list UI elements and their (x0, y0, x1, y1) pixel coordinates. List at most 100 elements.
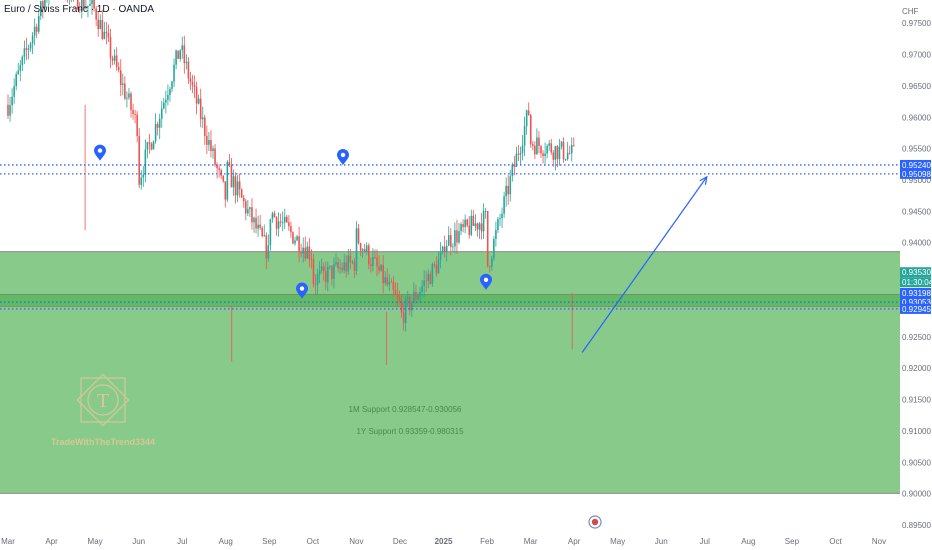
candle-body (99, 20, 102, 29)
candle-body (437, 259, 440, 274)
candle-body (261, 227, 263, 237)
candle-body (288, 222, 290, 227)
candle-body (306, 246, 309, 259)
candle-body (304, 247, 307, 259)
candle-body (234, 176, 237, 196)
candle-body (540, 146, 542, 154)
candle-body (417, 296, 419, 300)
candle-body (181, 45, 184, 51)
candle-body (290, 226, 292, 233)
candle-body (78, 8, 81, 11)
candle-body (124, 83, 126, 99)
x-tick-label: Sep (785, 537, 800, 546)
x-tick-label: Jun (655, 537, 668, 546)
candle-body (472, 215, 475, 227)
candle-body (173, 64, 175, 82)
candle-body (378, 266, 380, 271)
candle-body (511, 164, 514, 177)
candle-body (294, 240, 296, 244)
support-zone-1y[interactable] (0, 294, 900, 307)
candle-body (44, 0, 46, 8)
candle-body (491, 258, 493, 267)
candle-body (42, 1, 44, 8)
candle-body (222, 175, 225, 182)
candle-body (493, 238, 495, 259)
candle-body (331, 265, 333, 279)
candle-body (199, 98, 202, 120)
candle-body (269, 219, 272, 246)
candle-body (450, 235, 452, 247)
projection-arrow[interactable] (581, 176, 708, 353)
candle-body (402, 312, 405, 324)
candle-body (154, 123, 157, 142)
watermark-text: TradeWithTheTrend3344 (51, 437, 155, 447)
candle-body (329, 265, 331, 267)
candle-body (175, 50, 177, 65)
symbol-title: Euro / Swiss Franc · 1D · OANDA (4, 4, 155, 15)
candle-body (140, 177, 143, 185)
candle-body (93, 0, 95, 9)
support-zone-1m[interactable] (0, 251, 900, 494)
candle-body (193, 85, 196, 88)
y-tick-label: 0.91500 (902, 396, 931, 405)
price-label: 0.95098 (902, 170, 931, 179)
candle-body (368, 245, 370, 265)
candle-body (456, 230, 458, 243)
candle-body (189, 78, 192, 83)
candle-body (277, 221, 280, 229)
candle-body (497, 219, 499, 230)
x-tick-label: Jul (177, 537, 187, 546)
candle-body (409, 297, 411, 311)
candle-body (101, 20, 104, 39)
candle-body (226, 161, 229, 200)
candle-body (212, 148, 214, 152)
projection-arrow-head (699, 175, 708, 185)
candle-body (474, 223, 477, 227)
x-tick-label: Mar (1, 537, 15, 546)
candle-body (556, 146, 559, 160)
candle-body (224, 181, 227, 200)
candle-body (509, 176, 512, 195)
candle-body (499, 218, 501, 220)
candle-body (197, 98, 200, 104)
candle-body (283, 216, 286, 223)
candle-body (265, 235, 268, 259)
candle-body (242, 197, 245, 202)
candle-body (85, 6, 87, 9)
x-tick-label: Dec (393, 537, 407, 546)
candle-body (179, 50, 181, 59)
candle-body (316, 274, 319, 285)
candle-body (251, 207, 253, 223)
candle-body (333, 264, 335, 279)
candle-body (33, 26, 36, 36)
candle-body (128, 93, 130, 98)
watermark-letter: T (97, 390, 109, 412)
candle-body (273, 213, 276, 218)
candle-body (454, 230, 456, 247)
candle-body (445, 245, 448, 253)
candle-body (570, 145, 573, 154)
candle-body (392, 281, 395, 290)
candle-body (365, 245, 368, 252)
candle-body (19, 65, 22, 71)
y-tick-label: 0.96000 (902, 113, 931, 122)
candle-body (517, 153, 520, 155)
candle-body (119, 70, 122, 85)
pin-dot (97, 148, 103, 153)
candle-body (320, 266, 323, 271)
candle-body (566, 152, 569, 160)
candle-body (423, 280, 425, 287)
time-axis[interactable] (0, 530, 900, 550)
candle-body (396, 294, 399, 298)
candle-body (554, 146, 557, 160)
candle-body (527, 110, 530, 115)
candle-body (322, 266, 325, 272)
candle-body (534, 145, 536, 155)
candle-body (458, 231, 460, 243)
candle-body (460, 224, 462, 232)
y-tick-label: 0.95500 (902, 145, 931, 154)
candle-body (259, 224, 261, 228)
candle-body (171, 81, 173, 90)
candle-body (29, 43, 32, 49)
